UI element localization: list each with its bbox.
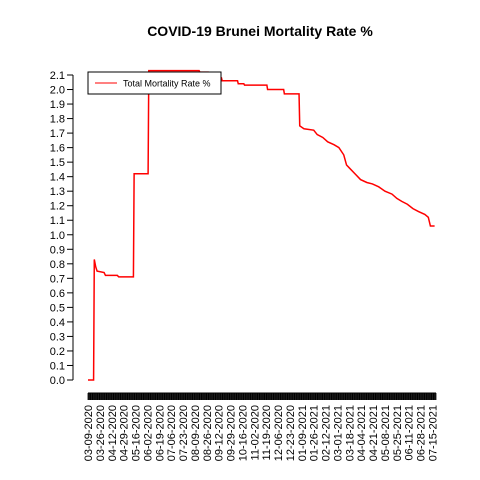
x-tick-label: 07-15-2021 <box>428 405 440 461</box>
legend: Total Mortality Rate % <box>87 71 222 95</box>
x-tick-label: 03-18-2021 <box>344 405 356 461</box>
x-tick-label: 07-23-2020 <box>178 405 190 461</box>
y-tick-label: 1.2 <box>50 201 65 213</box>
y-axis: 0.0 0.1 0.2 0.3 0.4 0.5 0.6 0.7 0.8 0.9 1.0 1.1 1.2 1… <box>50 70 74 387</box>
x-tick-label: 07-06-2020 <box>166 405 178 461</box>
x-tick-label: 03-01-2021 <box>332 405 344 461</box>
legend-label: Total Mortality Rate % <box>123 79 211 89</box>
y-tick-label: 1.9 <box>50 99 65 111</box>
y-tick-label: 0.7 <box>50 273 65 285</box>
y-tick-label: 1.1 <box>50 215 65 227</box>
y-tick-label: 1.5 <box>50 157 65 169</box>
y-tick-label: 0.3 <box>50 331 65 343</box>
x-tick-label: 09-12-2020 <box>214 405 226 461</box>
x-tick-label: 06-02-2020 <box>142 405 154 461</box>
y-tick-label: 0.9 <box>50 244 65 256</box>
y-tick-label: 1.6 <box>50 143 65 155</box>
x-tick-label: 03-09-2020 <box>83 405 95 461</box>
x-tick-label: 04-21-2021 <box>368 405 380 461</box>
x-tick-label: 11-02-2020 <box>249 405 261 460</box>
y-tick-label: 1.7 <box>50 128 65 140</box>
x-tick-label: 01-26-2021 <box>309 405 321 461</box>
y-tick-label: 0.1 <box>50 360 65 372</box>
plot-area <box>88 69 435 381</box>
x-tick-label: 03-26-2020 <box>95 405 107 461</box>
legend-box <box>87 71 222 95</box>
x-tick-label: 05-16-2020 <box>131 405 143 461</box>
x-tick-label: 10-16-2020 <box>237 405 249 461</box>
x-tick-label: 05-08-2021 <box>380 405 392 461</box>
y-tick-label: 0.8 <box>50 259 65 271</box>
y-tick-label: 2.0 <box>50 85 65 97</box>
y-tick-label: 2.1 <box>50 70 65 82</box>
y-tick-label: 0.2 <box>50 346 65 358</box>
x-tick-label: 06-11-2021 <box>404 405 416 460</box>
y-tick-label: 0.0 <box>50 375 65 387</box>
x-tick-label: 04-04-2021 <box>356 405 368 461</box>
chart-title: COVID-19 Brunei Mortality Rate % <box>147 23 373 39</box>
x-tick-label: 01-09-2021 <box>297 405 309 461</box>
x-tick-label: 08-09-2020 <box>190 405 202 461</box>
x-axis: 03-09-2020 03-26-2020 04-12-2020 04-29-2020… <box>83 392 440 461</box>
y-tick-label: 1.0 <box>50 230 65 242</box>
x-tick-label: 12-06-2020 <box>273 405 285 461</box>
x-tick-label: 04-12-2020 <box>107 405 119 461</box>
x-tick-label: 12-23-2020 <box>285 405 297 461</box>
y-tick-label: 1.4 <box>50 172 65 184</box>
x-tick-label: 06-19-2020 <box>154 405 166 461</box>
x-tick-label: 04-29-2020 <box>119 405 131 461</box>
x-tick-label: 05-25-2021 <box>392 405 404 461</box>
x-tick-label: 08-26-2020 <box>202 405 214 461</box>
y-tick-label: 0.6 <box>50 288 65 300</box>
y-tick-label: 0.4 <box>50 317 65 329</box>
x-tick-label: 09-29-2020 <box>226 405 238 461</box>
y-tick-label: 1.8 <box>50 114 65 126</box>
y-tick-label: 0.5 <box>50 302 65 314</box>
x-tick-label: 02-12-2021 <box>321 405 333 461</box>
x-tick-label: 06-28-2021 <box>416 405 428 461</box>
x-tick-label: 11-19-2020 <box>261 405 273 460</box>
y-tick-label: 1.3 <box>50 186 65 198</box>
series-line-0 <box>88 69 435 381</box>
